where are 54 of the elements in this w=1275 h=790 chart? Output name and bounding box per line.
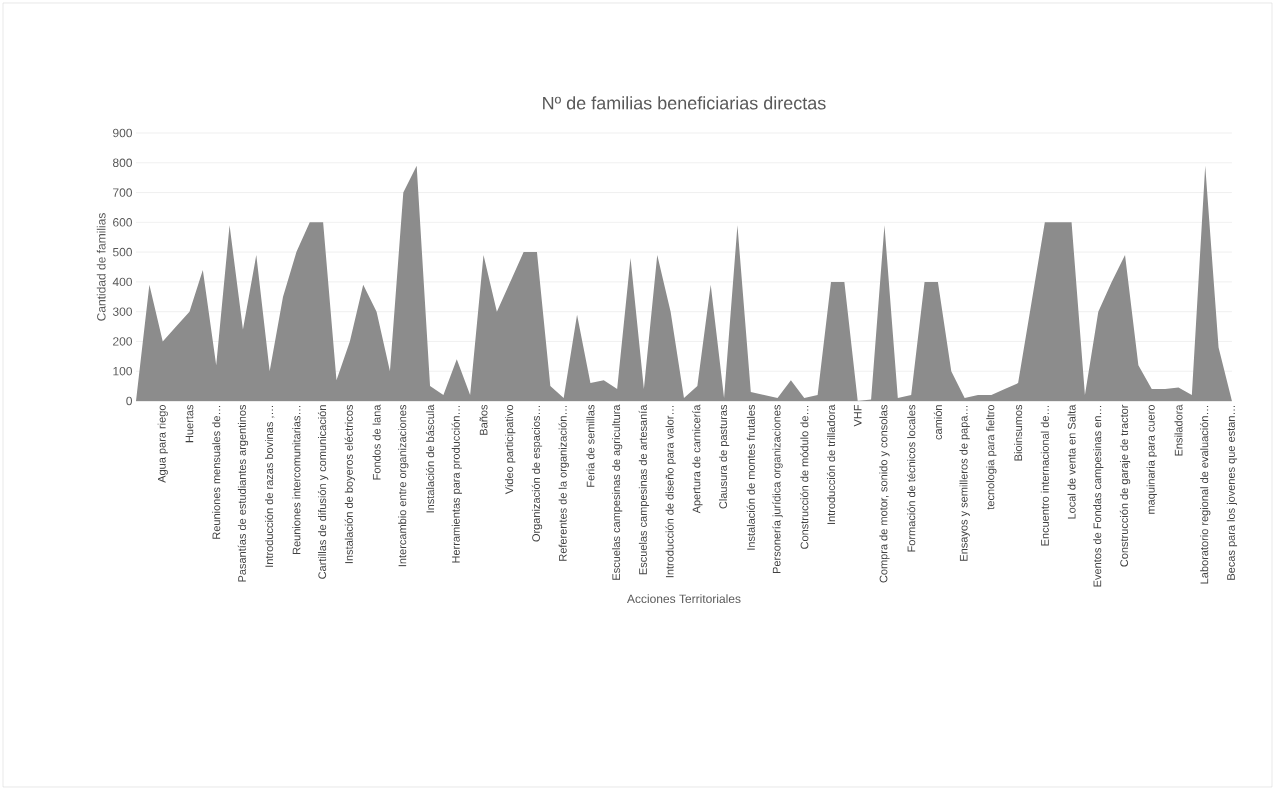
x-tick-label: Construcción de módulo de… bbox=[800, 406, 809, 549]
x-tick-label: Personería jurídica organizaciones bbox=[772, 404, 783, 573]
x-tick-label: Fondos de lana bbox=[372, 404, 381, 480]
x-tick-label: camión bbox=[933, 405, 943, 440]
y-tick-label: 0 bbox=[126, 396, 133, 406]
y-tick-label: 300 bbox=[112, 307, 133, 316]
x-tick-label: Laboratorio regional de evaluación… bbox=[1200, 406, 1211, 584]
x-tick-label: Reuniones intercomunitarias… bbox=[292, 406, 301, 555]
y-axis-title: Cantidad de familias bbox=[96, 213, 106, 321]
y-tick-label: 700 bbox=[113, 188, 133, 197]
x-tick-label: Introducción de razas bovinas ,… bbox=[264, 406, 275, 567]
x-tick-label: Cartillas de difusión y comunicación bbox=[317, 405, 329, 579]
x-tick-label: Local de venta en Salta bbox=[1067, 404, 1076, 519]
x-tick-label: Clausura de pasturas bbox=[718, 404, 730, 509]
x-tick-label: Instalación de báscula bbox=[425, 404, 435, 513]
x-tick-label: Agua para riego bbox=[157, 405, 168, 483]
x-tick-label: Organización de espacios… bbox=[531, 406, 543, 542]
x-tick-label: Pasantías de estudiantes argentinos bbox=[237, 404, 249, 582]
x-tick-label: Encuentro internacional de… bbox=[1040, 406, 1049, 546]
x-tick-label: Introducción de trilladora bbox=[826, 404, 836, 524]
y-tick-label: 200 bbox=[113, 337, 133, 346]
x-tick-label: Compra de motor, sonido y consolas bbox=[879, 404, 890, 583]
x-tick-label: Baños bbox=[479, 404, 488, 435]
x-axis-title: Acciones Territoriales bbox=[626, 594, 741, 604]
x-tick-label: Bioinsumos bbox=[1014, 404, 1023, 461]
x-tick-label: maquinaria para cuero bbox=[1146, 405, 1157, 514]
x-tick-label: Introducción de diseño para valor… bbox=[665, 406, 676, 578]
x-tick-label: Video participativo bbox=[505, 405, 516, 495]
x-tick-label: Becas para los jovenes que estan… bbox=[1226, 406, 1238, 580]
y-tick-label: 600 bbox=[113, 218, 133, 227]
x-tick-label: Referentes de la organización… bbox=[558, 406, 569, 561]
y-tick-label: 900 bbox=[113, 128, 133, 138]
x-tick-label: Herramientas para producción… bbox=[451, 406, 462, 563]
x-tick-label: Instalación de montes frutales bbox=[746, 404, 755, 550]
x-tick-label: Apertura de carnicería bbox=[692, 404, 703, 514]
x-tick-label: VHF bbox=[853, 404, 862, 427]
x-tick-label: Feria de semillas bbox=[586, 404, 595, 487]
y-tick-label: 800 bbox=[112, 158, 133, 168]
chart-title: Nº de familias beneficiarias directas bbox=[543, 96, 826, 110]
x-tick-label: Reuniones mensuales de… bbox=[212, 406, 221, 539]
y-tick-label: 400 bbox=[112, 277, 133, 287]
x-tick-label: Escuelas campesinas de artesanía bbox=[638, 404, 650, 575]
y-tick-label: 100 bbox=[113, 366, 133, 376]
x-tick-label: Intercambio entre organizaciones bbox=[398, 404, 409, 567]
x-tick-label: Escuelas campesinas de agricultura bbox=[612, 404, 623, 580]
x-tick-label: Ensiladora bbox=[1174, 404, 1183, 456]
x-tick-label: Eventos de Fondas campesinas en… bbox=[1093, 406, 1104, 587]
x-tick-label: Formación de técnicos locales bbox=[907, 404, 916, 552]
x-tick-label: Construcción de garaje de tractor bbox=[1119, 404, 1131, 567]
x-tick-label: Huertas bbox=[185, 404, 194, 443]
x-tick-label: Instalación de boyeros eléctricos bbox=[344, 404, 356, 564]
y-tick-label: 500 bbox=[112, 247, 133, 257]
x-tick-label: tecnologia para fieltro bbox=[986, 405, 997, 510]
x-tick-label: Ensayos y semilleros de papa… bbox=[959, 406, 970, 561]
